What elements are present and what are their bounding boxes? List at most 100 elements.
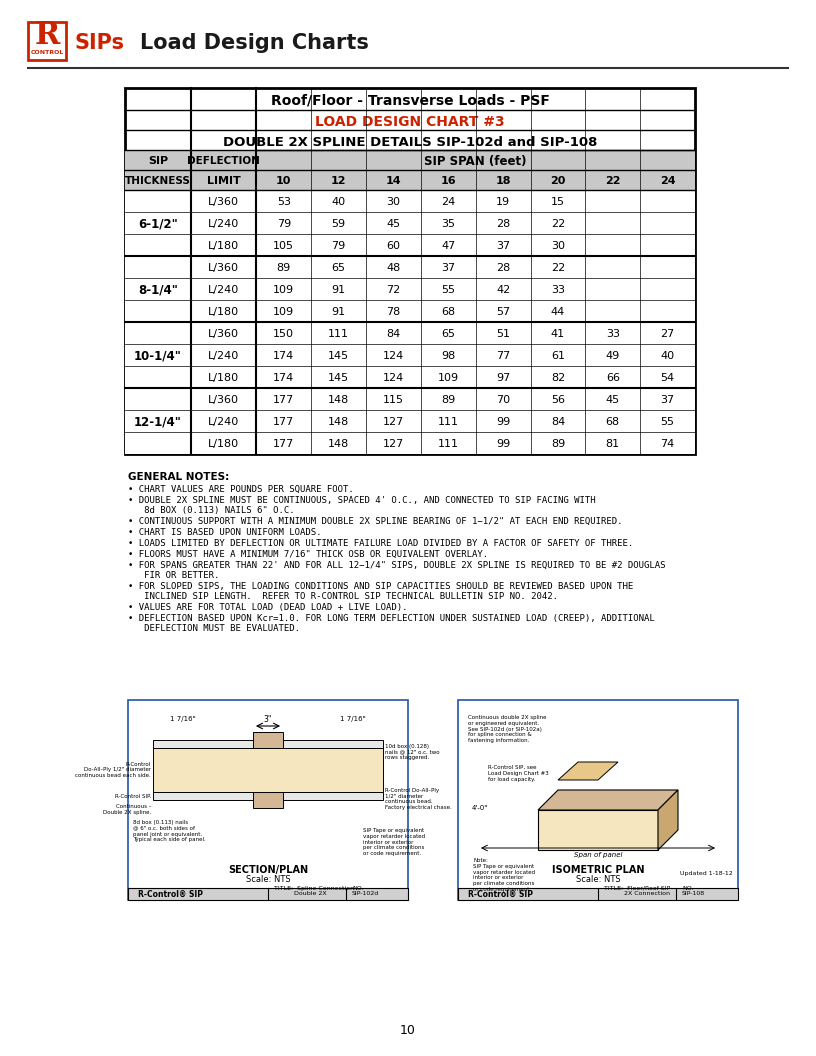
Text: 37: 37 xyxy=(660,395,675,406)
Text: DEFLECTION: DEFLECTION xyxy=(187,156,260,166)
Text: 177: 177 xyxy=(273,439,295,449)
Text: 98: 98 xyxy=(441,351,455,361)
Bar xyxy=(125,366,695,388)
Text: 109: 109 xyxy=(437,373,459,383)
Text: 65: 65 xyxy=(331,263,346,274)
Text: 33: 33 xyxy=(605,329,620,339)
Bar xyxy=(153,748,383,792)
Text: R-Control® SIP: R-Control® SIP xyxy=(468,889,533,899)
Text: L/180: L/180 xyxy=(208,307,239,317)
Text: 10: 10 xyxy=(400,1023,416,1037)
Bar xyxy=(125,278,695,300)
Text: R-Control® SIP: R-Control® SIP xyxy=(138,889,203,899)
Text: 44: 44 xyxy=(551,307,565,317)
Bar xyxy=(125,388,695,410)
Text: 30: 30 xyxy=(387,197,401,207)
Text: 56: 56 xyxy=(551,395,565,406)
Text: 145: 145 xyxy=(328,351,349,361)
Text: 8-1/4": 8-1/4" xyxy=(138,283,178,297)
Text: L/360: L/360 xyxy=(208,197,239,207)
Text: L/180: L/180 xyxy=(208,373,239,383)
Text: SECTION/PLAN: SECTION/PLAN xyxy=(228,865,308,875)
Text: • VALUES ARE FOR TOTAL LOAD (DEAD LOAD + LIVE LOAD).: • VALUES ARE FOR TOTAL LOAD (DEAD LOAD +… xyxy=(128,603,407,612)
Text: CONTROL: CONTROL xyxy=(30,51,64,56)
Text: 72: 72 xyxy=(386,285,401,295)
Bar xyxy=(125,344,695,366)
Bar xyxy=(125,190,695,212)
Polygon shape xyxy=(658,790,678,850)
Text: L/360: L/360 xyxy=(208,395,239,406)
Text: DOUBLE 2X SPLINE DETAILS SIP-102d and SIP-108: DOUBLE 2X SPLINE DETAILS SIP-102d and SI… xyxy=(223,135,597,149)
Text: 14: 14 xyxy=(386,176,401,186)
Text: 177: 177 xyxy=(273,395,295,406)
Text: 61: 61 xyxy=(551,351,565,361)
Text: TITLE:  Spline Connection
          Double 2X: TITLE: Spline Connection Double 2X xyxy=(273,886,353,897)
Bar xyxy=(153,792,383,800)
Text: 1 7/16": 1 7/16" xyxy=(340,716,366,722)
Text: 22: 22 xyxy=(605,176,620,186)
Text: 4'-0": 4'-0" xyxy=(472,805,488,811)
Text: 145: 145 xyxy=(328,373,349,383)
Text: ISOMETRIC PLAN: ISOMETRIC PLAN xyxy=(552,865,645,875)
Text: 37: 37 xyxy=(496,241,510,251)
Text: 27: 27 xyxy=(660,329,675,339)
Text: SIP: SIP xyxy=(148,156,168,166)
Bar xyxy=(125,322,695,344)
Text: 82: 82 xyxy=(551,373,565,383)
Text: Continuous –
Double 2X spline.: Continuous – Double 2X spline. xyxy=(103,804,151,815)
Text: 19: 19 xyxy=(496,197,510,207)
Text: 70: 70 xyxy=(496,395,510,406)
Text: 15: 15 xyxy=(551,197,565,207)
Text: Load Design Charts: Load Design Charts xyxy=(140,33,369,53)
Text: Span of panel: Span of panel xyxy=(574,852,623,857)
Text: 78: 78 xyxy=(386,307,401,317)
Text: 99: 99 xyxy=(496,417,510,427)
Bar xyxy=(458,700,738,900)
Bar xyxy=(125,234,695,256)
Text: 16: 16 xyxy=(441,176,456,186)
Text: 68: 68 xyxy=(605,417,620,427)
Bar xyxy=(153,740,383,748)
Text: 91: 91 xyxy=(331,285,346,295)
Text: 18: 18 xyxy=(495,176,511,186)
Text: 174: 174 xyxy=(273,373,295,383)
Text: GENERAL NOTES:: GENERAL NOTES: xyxy=(128,472,229,482)
Text: 12-1/4": 12-1/4" xyxy=(134,415,182,429)
Text: 3": 3" xyxy=(264,715,273,724)
Bar xyxy=(125,150,695,170)
Text: 79: 79 xyxy=(331,241,346,251)
Text: 8d box (0.113) nails
@ 6" o.c. both sides of
panel joint or equivalent.
Typical : 8d box (0.113) nails @ 6" o.c. both side… xyxy=(133,821,206,843)
Text: 89: 89 xyxy=(277,263,290,274)
Text: 65: 65 xyxy=(441,329,455,339)
Text: L/360: L/360 xyxy=(208,329,239,339)
Text: 45: 45 xyxy=(386,219,401,229)
Bar xyxy=(458,888,738,900)
Text: Note:
SIP Tape or equivalent
vapor retarder located
interior or exterior
per cli: Note: SIP Tape or equivalent vapor retar… xyxy=(473,857,535,892)
Text: 79: 79 xyxy=(277,219,290,229)
Text: R-Control Do-All–Ply
1/2" diameter
continuous bead.: R-Control Do-All–Ply 1/2" diameter conti… xyxy=(385,788,439,805)
Text: 77: 77 xyxy=(496,351,510,361)
Text: L/240: L/240 xyxy=(208,219,239,229)
Text: 111: 111 xyxy=(328,329,349,339)
Text: 177: 177 xyxy=(273,417,295,427)
Text: L/240: L/240 xyxy=(208,351,239,361)
Text: 24: 24 xyxy=(441,197,455,207)
Text: 57: 57 xyxy=(496,307,510,317)
Text: 28: 28 xyxy=(496,263,510,274)
Text: 33: 33 xyxy=(551,285,565,295)
Text: NO.
SIP-108: NO. SIP-108 xyxy=(682,886,705,897)
Text: 66: 66 xyxy=(605,373,620,383)
Text: 54: 54 xyxy=(660,373,675,383)
Text: Scale: NTS: Scale: NTS xyxy=(575,875,620,885)
Text: 53: 53 xyxy=(277,197,290,207)
Text: 20: 20 xyxy=(550,176,565,186)
Text: NO.
SIP-102d: NO. SIP-102d xyxy=(352,886,379,897)
Text: 55: 55 xyxy=(441,285,455,295)
Text: 109: 109 xyxy=(273,285,295,295)
Text: 148: 148 xyxy=(328,395,349,406)
Text: • CONTINUOUS SUPPORT WITH A MINIMUM DOUBLE 2X SPLINE BEARING OF 1−1/2" AT EACH E: • CONTINUOUS SUPPORT WITH A MINIMUM DOUB… xyxy=(128,517,623,526)
Text: 74: 74 xyxy=(660,439,675,449)
Text: 111: 111 xyxy=(437,417,459,427)
Text: SIP SPAN (feet): SIP SPAN (feet) xyxy=(424,154,527,168)
Text: 60: 60 xyxy=(387,241,401,251)
